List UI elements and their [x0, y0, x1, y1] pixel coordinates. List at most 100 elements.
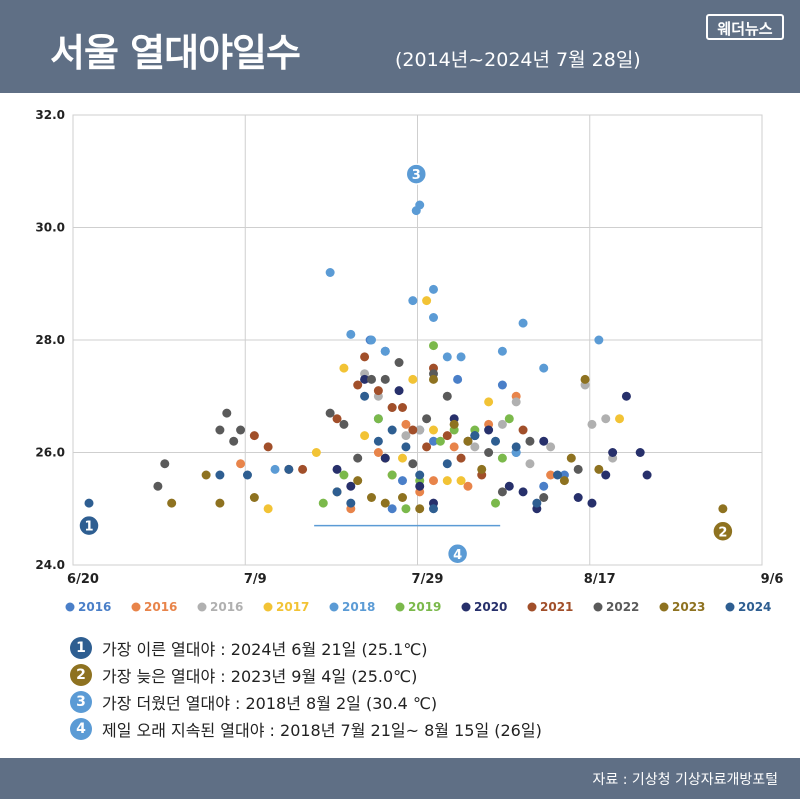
page-subtitle: (2014년~2024년 7월 28일) [395, 49, 641, 71]
data-point [573, 464, 583, 474]
legend-label: 2016 [210, 600, 243, 614]
legend-marker [527, 602, 537, 612]
note-number-badge: 3 [70, 691, 92, 713]
legend-label: 2024 [738, 600, 771, 614]
note-text: 가장 더웠던 열대야 : 2018년 8월 2일 (30.4 ℃) [102, 694, 438, 713]
data-point [201, 470, 211, 480]
data-point [408, 374, 418, 384]
x-tick-label: 7/9 [244, 572, 267, 587]
data-point [615, 414, 625, 424]
note-number-badge: 2 [70, 664, 92, 686]
data-point [422, 414, 432, 424]
y-tick-label: 32.0 [35, 108, 65, 122]
annotation-badge [446, 543, 469, 565]
data-point [332, 414, 342, 424]
note-item: 3 가장 더웠던 열대야 : 2018년 8월 2일 (30.4 ℃) [70, 690, 437, 714]
data-point [415, 470, 425, 480]
data-point [332, 464, 342, 474]
legend-label: 2023 [672, 600, 705, 614]
source-text: 자료 : 기상청 기상자료개방포털 [592, 772, 778, 788]
data-point [401, 504, 411, 514]
data-point [484, 425, 494, 435]
data-point [387, 470, 397, 480]
data-point [242, 470, 252, 480]
legend-marker [395, 602, 405, 612]
data-point [249, 493, 259, 502]
data-point [539, 493, 549, 502]
data-point [380, 346, 390, 356]
data-point [463, 436, 473, 446]
legend-marker [461, 602, 471, 612]
data-point [373, 386, 383, 396]
data-point [477, 464, 487, 474]
data-point [497, 487, 507, 497]
data-point [401, 419, 411, 429]
note-item: 4 제일 오래 지속된 열대야 : 2018년 7월 21일~ 8월 15일 (2… [70, 717, 542, 741]
data-point [215, 425, 225, 435]
data-point [580, 374, 590, 384]
data-point [484, 397, 494, 407]
data-point [442, 459, 452, 469]
data-point [366, 493, 376, 502]
legend-marker [329, 602, 339, 612]
y-tick-label: 24.0 [35, 558, 65, 572]
data-point [222, 408, 232, 418]
data-point [380, 498, 390, 508]
data-point [353, 476, 363, 486]
data-point [601, 470, 611, 480]
data-point [236, 425, 246, 435]
data-point [539, 481, 549, 491]
data-point [642, 470, 652, 480]
data-point [270, 464, 280, 474]
data-point [167, 498, 177, 508]
data-point [415, 425, 425, 435]
data-point [346, 481, 356, 491]
data-point [546, 442, 556, 452]
page-title: 서울 열대야일수 [50, 31, 301, 75]
data-point [601, 414, 611, 424]
data-point [408, 459, 418, 469]
note-number-badge: 1 [70, 637, 92, 659]
legend-marker [65, 602, 75, 612]
x-tick-label: 6/20 [67, 572, 99, 587]
data-point [635, 448, 645, 457]
y-tick-label: 26.0 [35, 446, 65, 460]
note-number-badge: 4 [70, 718, 92, 740]
data-point [587, 498, 597, 508]
data-point [573, 493, 583, 502]
data-point [397, 493, 407, 502]
legend-marker [725, 602, 735, 612]
data-point [366, 335, 376, 345]
data-point [263, 442, 273, 452]
data-point [229, 436, 239, 446]
data-point [429, 284, 438, 294]
brand-logo: 웨더뉴스 [706, 14, 784, 40]
data-point [311, 448, 321, 457]
note-text: 가장 이른 열대야 : 2024년 6월 21일 (25.1℃) [102, 640, 428, 659]
data-point [422, 442, 432, 452]
data-point [518, 487, 528, 497]
data-point [511, 397, 521, 407]
data-point [504, 481, 514, 491]
data-point [456, 453, 466, 463]
data-point [518, 318, 528, 328]
data-point [525, 459, 535, 469]
data-point [497, 346, 507, 356]
data-point [346, 329, 356, 339]
note-item: 1 가장 이른 열대야 : 2024년 6월 21일 (25.1℃) [70, 636, 428, 660]
x-tick-label: 8/17 [584, 572, 616, 587]
data-point [373, 448, 383, 457]
legend-marker [131, 602, 141, 612]
data-point [453, 374, 463, 384]
data-point [491, 498, 501, 508]
legend-label: 2018 [342, 600, 375, 614]
data-point [263, 504, 273, 514]
data-point [594, 335, 604, 345]
data-point [415, 481, 425, 491]
data-point [366, 374, 376, 384]
data-point [325, 408, 335, 418]
data-point [401, 431, 411, 441]
data-point [215, 498, 225, 508]
annotation-number: 2 [718, 525, 727, 540]
data-point [380, 374, 390, 384]
